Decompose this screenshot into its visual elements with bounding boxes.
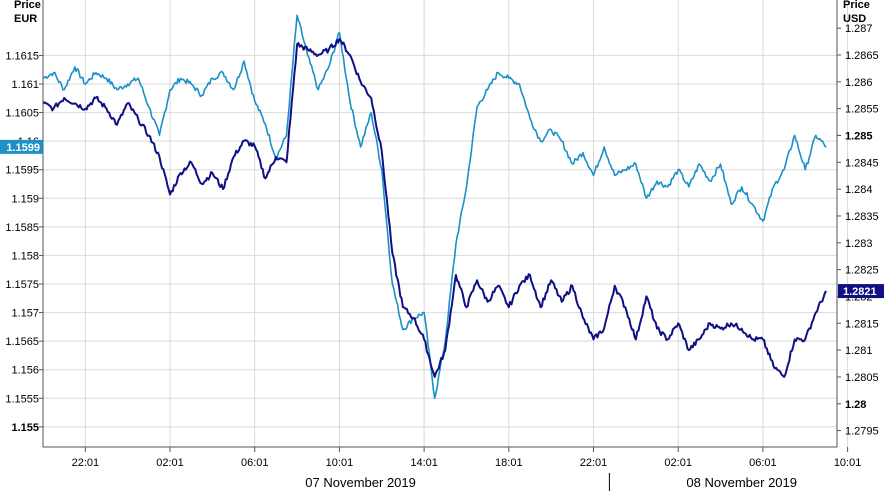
right-tick-label: 1.283 <box>845 238 873 250</box>
right-current-price-badge <box>838 284 884 299</box>
left-tick-label: 1.159 <box>11 193 39 205</box>
right-tick-label: 1.2815 <box>845 318 879 330</box>
chart-grid <box>43 0 849 447</box>
x-tick-label: 10:01 <box>834 457 862 469</box>
x-tick-label: 22:01 <box>580 457 608 469</box>
left-tick-label: 1.1595 <box>5 165 39 177</box>
right-tick-label: 1.2835 <box>845 211 879 223</box>
series-line-right <box>42 37 828 378</box>
left-current-price-badge <box>0 139 43 154</box>
x-tick-label: 02:01 <box>156 457 184 469</box>
right-tick-label: 1.285 <box>845 130 873 142</box>
left-tick-label: 1.1585 <box>5 222 39 234</box>
left-tick-label: 1.1615 <box>5 50 39 62</box>
x-tick-label: 14:01 <box>410 457 438 469</box>
right-current-price-label: 1.2821 <box>843 286 877 298</box>
left-tick-label: 1.1575 <box>5 279 39 291</box>
left-axis-title-price: Price <box>14 0 41 11</box>
right-tick-label: 1.2795 <box>845 426 879 438</box>
left-tick-label: 1.161 <box>11 79 39 91</box>
left-tick-label: 1.157 <box>11 308 39 320</box>
right-tick-label: 1.284 <box>845 184 873 196</box>
x-tick-label: 02:01 <box>664 457 692 469</box>
x-tick-label: 06:01 <box>241 457 269 469</box>
right-axis-title-currency: USD <box>843 13 866 25</box>
left-axis-title-currency: EUR <box>14 13 37 25</box>
date-label-first: 07 November 2019 <box>305 475 416 490</box>
x-tick-label: 22:01 <box>72 457 100 469</box>
left-current-price-label: 1.1599 <box>6 142 40 154</box>
right-tick-label: 1.2855 <box>845 104 879 116</box>
right-tick-label: 1.2825 <box>845 265 879 277</box>
series-layer <box>42 14 828 400</box>
right-tick-label: 1.281 <box>845 345 873 357</box>
left-tick-label: 1.155 <box>11 422 39 434</box>
right-tick-label: 1.287 <box>845 23 873 35</box>
right-tick-label: 1.2805 <box>845 372 879 384</box>
left-tick-label: 1.156 <box>11 365 39 377</box>
right-tick-label: 1.2845 <box>845 157 879 169</box>
x-tick-label: 18:01 <box>495 457 523 469</box>
left-tick-label: 1.1555 <box>5 393 39 405</box>
right-tick-label: 1.28 <box>845 399 866 411</box>
right-tick-label: 1.286 <box>845 77 873 89</box>
left-tick-label: 1.1565 <box>5 336 39 348</box>
left-tick-label: 1.158 <box>11 250 39 262</box>
right-tick-label: 1.2865 <box>845 50 879 62</box>
x-tick-label: 06:01 <box>749 457 777 469</box>
axes-layer <box>39 0 849 491</box>
left-tick-label: 1.1605 <box>5 108 39 120</box>
series-line-left <box>42 14 827 400</box>
date-label-second: 08 November 2019 <box>686 475 797 490</box>
right-axis-title-price: Price <box>843 0 870 11</box>
x-tick-label: 10:01 <box>326 457 354 469</box>
